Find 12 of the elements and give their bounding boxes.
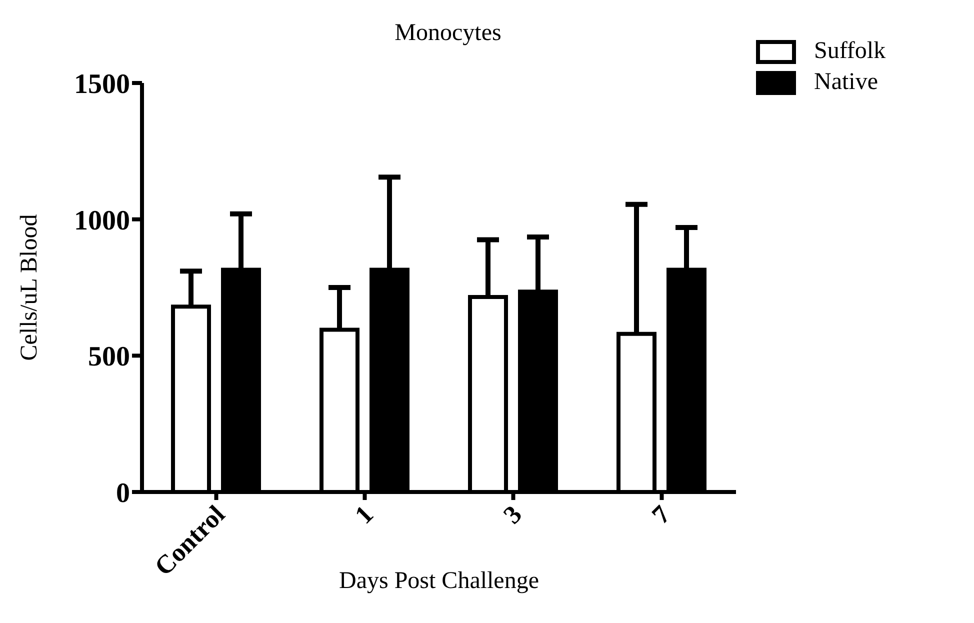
legend-label: Suffolk bbox=[814, 38, 886, 65]
legend-label: Native bbox=[814, 69, 878, 96]
x-tick-label: 1 bbox=[349, 500, 379, 530]
x-tick-label: 7 bbox=[646, 500, 676, 530]
x-axis-title: Days Post Challenge bbox=[339, 568, 539, 594]
chart-title: Monocytes bbox=[394, 20, 502, 46]
y-tick-label: 1500 bbox=[74, 68, 130, 100]
x-tick-label: 3 bbox=[498, 500, 528, 530]
y-tick-label: 1000 bbox=[74, 205, 130, 236]
y-tick-label: 500 bbox=[88, 342, 130, 373]
y-tick-label: 0 bbox=[116, 478, 130, 509]
y-axis-title: Cells/uL Blood bbox=[16, 214, 43, 361]
